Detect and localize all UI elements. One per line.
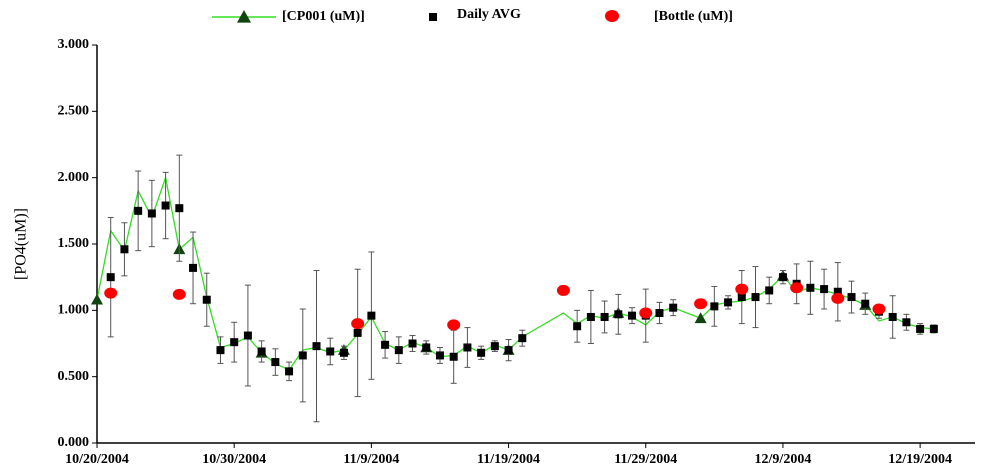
y-tick-label: 1.500 bbox=[58, 236, 90, 251]
avg-marker bbox=[381, 340, 390, 349]
avg-marker bbox=[724, 298, 733, 307]
avg-marker bbox=[202, 295, 211, 304]
x-tick-label: 10/30/2004 bbox=[202, 452, 266, 467]
avg-marker bbox=[326, 347, 335, 356]
bottle-marker bbox=[735, 283, 749, 295]
avg-marker bbox=[737, 293, 746, 302]
bottle-marker bbox=[447, 319, 461, 331]
legend-marker bbox=[429, 13, 437, 21]
avg-marker bbox=[710, 302, 719, 311]
avg-marker bbox=[106, 273, 115, 282]
avg-marker bbox=[916, 324, 925, 333]
avg-marker bbox=[778, 273, 787, 282]
x-tick-label: 12/9/2004 bbox=[755, 452, 812, 467]
legend-label: [Bottle (uM)] bbox=[654, 9, 733, 24]
avg-marker bbox=[669, 303, 678, 312]
bottle-marker bbox=[351, 318, 365, 330]
avg-marker bbox=[408, 339, 417, 348]
bottle-marker bbox=[556, 284, 570, 296]
avg-marker bbox=[751, 293, 760, 302]
cp001-line bbox=[96, 175, 934, 371]
legend-label: Daily AVG bbox=[457, 7, 521, 22]
avg-marker bbox=[394, 346, 403, 355]
avg-marker bbox=[147, 209, 156, 218]
y-tick-label: 0.000 bbox=[58, 435, 90, 450]
avg-marker bbox=[257, 347, 266, 356]
avg-marker bbox=[339, 348, 348, 357]
bottle-marker bbox=[639, 307, 653, 319]
avg-marker bbox=[518, 334, 527, 343]
avg-marker bbox=[902, 318, 911, 327]
avg-marker bbox=[765, 286, 774, 295]
avg-marker bbox=[367, 311, 376, 320]
avg-marker bbox=[230, 338, 239, 347]
avg-marker bbox=[271, 358, 280, 367]
avg-marker bbox=[285, 367, 294, 376]
avg-marker bbox=[422, 343, 431, 352]
avg-marker bbox=[833, 287, 842, 296]
y-tick-label: 2.500 bbox=[58, 104, 90, 119]
avg-marker bbox=[628, 311, 637, 320]
avg-marker bbox=[120, 245, 129, 254]
avg-marker bbox=[861, 299, 870, 308]
x-tick-label: 12/19/2004 bbox=[888, 452, 952, 467]
y-tick-label: 2.000 bbox=[58, 170, 90, 185]
x-tick-label: 11/29/2004 bbox=[614, 452, 677, 467]
avg-marker bbox=[888, 312, 897, 321]
cp001-marker bbox=[694, 312, 707, 324]
avg-marker bbox=[504, 346, 513, 355]
bottle-marker bbox=[831, 292, 845, 304]
y-tick-label: 0.500 bbox=[58, 369, 90, 384]
bottle-marker bbox=[694, 298, 708, 310]
avg-marker bbox=[216, 346, 225, 355]
x-tick-label: 10/20/2004 bbox=[65, 452, 129, 467]
avg-marker bbox=[600, 312, 609, 321]
legend-marker bbox=[605, 10, 619, 22]
y-tick-label: 1.000 bbox=[58, 303, 90, 318]
avg-marker bbox=[929, 324, 938, 333]
bottle-marker bbox=[172, 288, 186, 300]
avg-marker bbox=[312, 342, 321, 351]
bottle-marker bbox=[104, 287, 118, 299]
avg-marker bbox=[477, 348, 486, 357]
avg-marker bbox=[614, 310, 623, 319]
avg-marker bbox=[820, 285, 829, 294]
y-tick-label: 3.000 bbox=[58, 37, 90, 52]
avg-marker bbox=[490, 342, 499, 351]
y-axis-label: [PO4(uM)] bbox=[13, 208, 30, 280]
avg-marker bbox=[573, 322, 582, 331]
avg-marker bbox=[189, 263, 198, 272]
avg-marker bbox=[298, 351, 307, 360]
legend-marker bbox=[237, 10, 251, 23]
avg-marker bbox=[243, 331, 252, 340]
avg-marker bbox=[655, 308, 664, 317]
avg-marker bbox=[463, 343, 472, 352]
x-tick-label: 11/19/2004 bbox=[477, 452, 540, 467]
avg-marker bbox=[435, 351, 444, 360]
legend-label: [CP001 (uM)] bbox=[282, 9, 365, 24]
bottle-marker bbox=[872, 303, 886, 315]
avg-marker bbox=[847, 293, 856, 302]
avg-marker bbox=[806, 283, 815, 292]
x-tick-label: 11/9/2004 bbox=[343, 452, 399, 467]
avg-marker bbox=[161, 201, 170, 210]
cp001-marker bbox=[91, 293, 103, 305]
avg-marker bbox=[134, 206, 143, 215]
avg-marker bbox=[175, 204, 184, 213]
avg-marker bbox=[353, 328, 362, 337]
bottle-marker bbox=[790, 282, 804, 294]
avg-marker bbox=[449, 352, 458, 361]
avg-marker bbox=[586, 312, 595, 321]
